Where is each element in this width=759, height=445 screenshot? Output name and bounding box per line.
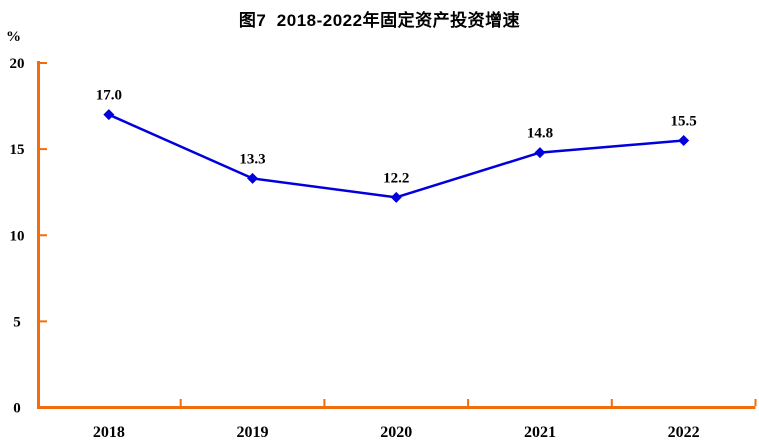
x-category-label: 2022: [668, 424, 700, 441]
x-category-label: 2020: [380, 424, 412, 441]
x-category-label: 2021: [524, 424, 556, 441]
x-category-label: 2019: [237, 424, 269, 441]
y-tick-label: 10: [10, 228, 25, 244]
data-point-marker: [247, 172, 259, 184]
chart-title: 图7 2018-2022年固定资产投资增速: [238, 11, 521, 30]
y-tick-label: 0: [13, 401, 21, 417]
data-point-marker: [103, 109, 115, 121]
data-point-marker: [390, 191, 402, 203]
y-tick-label: 5: [13, 314, 21, 330]
data-point-label: 14.8: [527, 126, 553, 142]
data-point-label: 17.0: [96, 88, 122, 104]
data-point-label: 13.3: [239, 151, 265, 167]
y-axis-unit-label: %: [6, 29, 21, 45]
data-point-marker: [678, 135, 690, 147]
x-category-label: 2018: [93, 424, 125, 441]
data-point-marker: [534, 147, 546, 159]
data-point-label: 15.5: [671, 114, 697, 130]
y-tick-label: 20: [10, 56, 25, 72]
y-tick-label: 15: [10, 142, 25, 158]
data-point-label: 12.2: [383, 170, 409, 186]
